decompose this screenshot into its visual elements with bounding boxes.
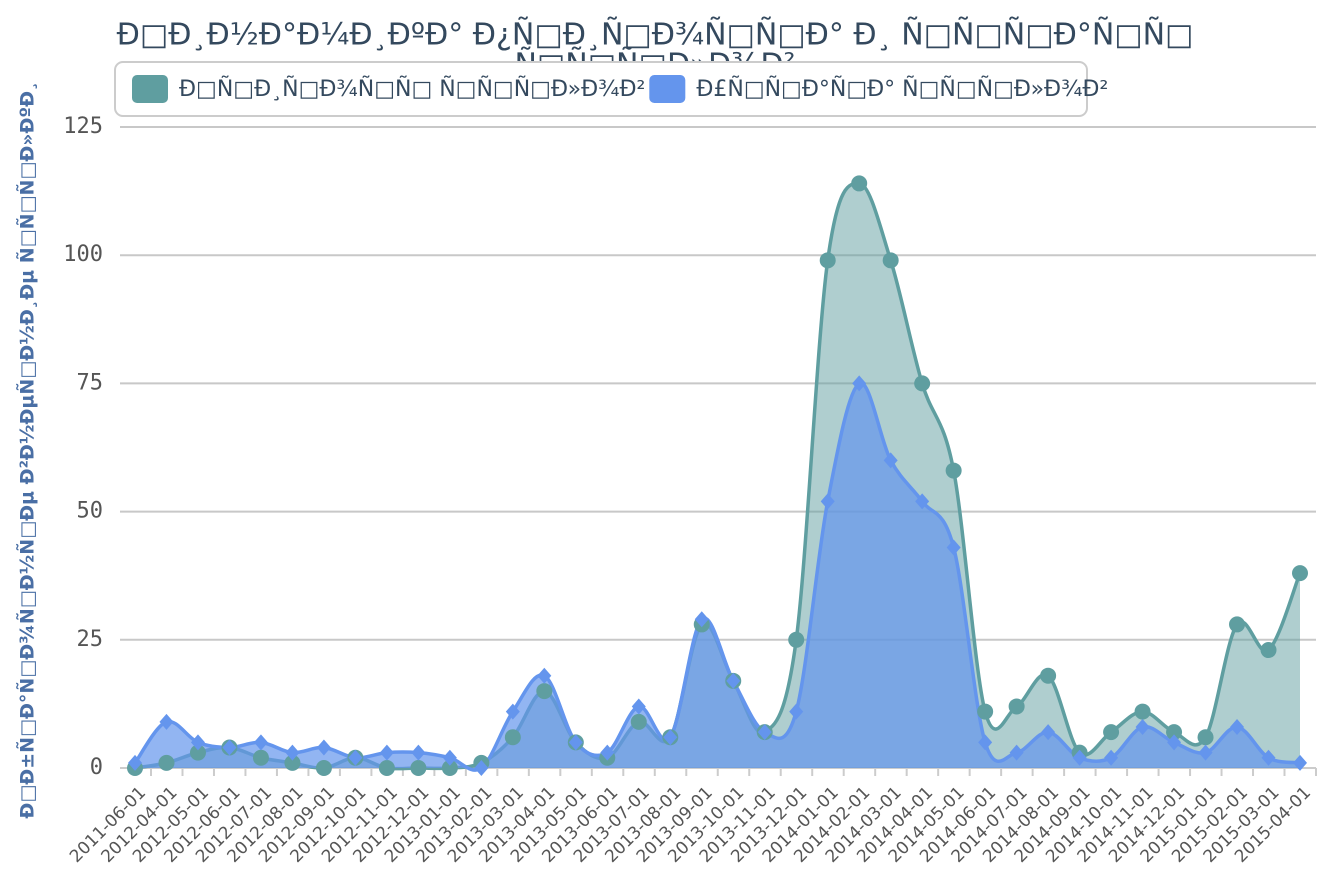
point: [1293, 754, 1307, 771]
point: [411, 744, 426, 761]
point: [1009, 744, 1024, 761]
point: [1260, 642, 1277, 659]
point: [1041, 724, 1056, 741]
point: [1230, 718, 1245, 735]
point: [977, 703, 994, 720]
point: [189, 744, 206, 761]
point: [631, 698, 646, 715]
chart-title: Ð□Ð¸Ð½Ð°Ð¼Ð¸ÐºÐ° Ð¿Ñ□Ð¸Ñ□Ð¾Ñ□Ñ□Ð° Ð¸ Ñ□Ñ…: [117, 17, 1194, 53]
point: [1166, 724, 1183, 741]
point: [315, 760, 332, 776]
point: [1229, 616, 1246, 633]
point: [505, 703, 520, 720]
point: [820, 493, 835, 510]
point: [1104, 749, 1119, 766]
point: [882, 252, 899, 269]
point: [190, 734, 205, 751]
point: [316, 739, 331, 756]
legend-swatch: [649, 75, 686, 103]
point: [284, 754, 301, 771]
point: [1008, 698, 1025, 715]
point: [536, 683, 553, 700]
point: [819, 252, 836, 269]
point: [379, 744, 394, 761]
point: [788, 631, 805, 648]
point: [946, 539, 961, 556]
point: [568, 734, 583, 751]
y-tick-label: 125: [63, 114, 103, 139]
point: [159, 713, 174, 730]
point: [694, 611, 709, 628]
point: [945, 462, 962, 479]
point: [915, 493, 930, 510]
point: [1197, 729, 1214, 746]
point: [630, 713, 647, 730]
point: [789, 703, 804, 720]
point: [1261, 749, 1276, 766]
point: [222, 739, 237, 756]
point: [378, 760, 395, 776]
y-axis-label: Ð□Ð±Ñ□Ð°Ñ□Ð¾Ñ□Ð½Ñ□Ðµ Ð²Ð½ÐµÑ□Ð½Ð¸Ðµ Ñ□Ñ□…: [15, 81, 39, 818]
point: [1167, 734, 1182, 751]
point: [1134, 703, 1151, 720]
y-tick-label: 75: [77, 370, 104, 395]
point: [441, 760, 458, 776]
point: [504, 729, 521, 746]
point: [883, 452, 898, 469]
y-tick-label: 25: [77, 627, 104, 652]
point: [1103, 724, 1120, 741]
point: [252, 749, 269, 766]
point: [600, 744, 615, 761]
point: [1292, 565, 1308, 582]
point: [348, 749, 363, 766]
point: [1135, 718, 1150, 735]
point: [253, 734, 268, 751]
point: [978, 734, 993, 751]
point: [442, 749, 457, 766]
point: [285, 744, 300, 761]
legend-label: Ð£Ñ□Ñ□Ð°Ñ□Ð° Ñ□Ñ□Ñ□Ð»Ð¾Ð²: [696, 75, 1108, 102]
point: [726, 672, 741, 689]
point: [1198, 744, 1213, 761]
line: [133, 381, 1301, 772]
area: [135, 382, 1300, 771]
point: [1040, 667, 1057, 684]
y-tick-label: 50: [77, 499, 104, 524]
point: [852, 375, 867, 392]
point: [1072, 749, 1087, 766]
point: [474, 760, 489, 776]
point: [663, 729, 678, 746]
y-tick-label: 100: [63, 242, 103, 267]
point: [914, 375, 931, 392]
point: [128, 754, 142, 771]
point: [851, 175, 868, 192]
y-tick-label: 0: [90, 755, 103, 780]
legend: [114, 61, 1088, 117]
point: [757, 724, 772, 741]
point: [537, 667, 552, 684]
point: [158, 754, 175, 771]
legend-swatch: [132, 75, 168, 103]
point: [410, 760, 427, 776]
legend-label: Ð□Ñ□Ð¸Ñ□Ð¾Ñ□Ñ□ Ñ□Ñ□Ñ□Ð»Ð¾Ð²: [179, 75, 645, 102]
